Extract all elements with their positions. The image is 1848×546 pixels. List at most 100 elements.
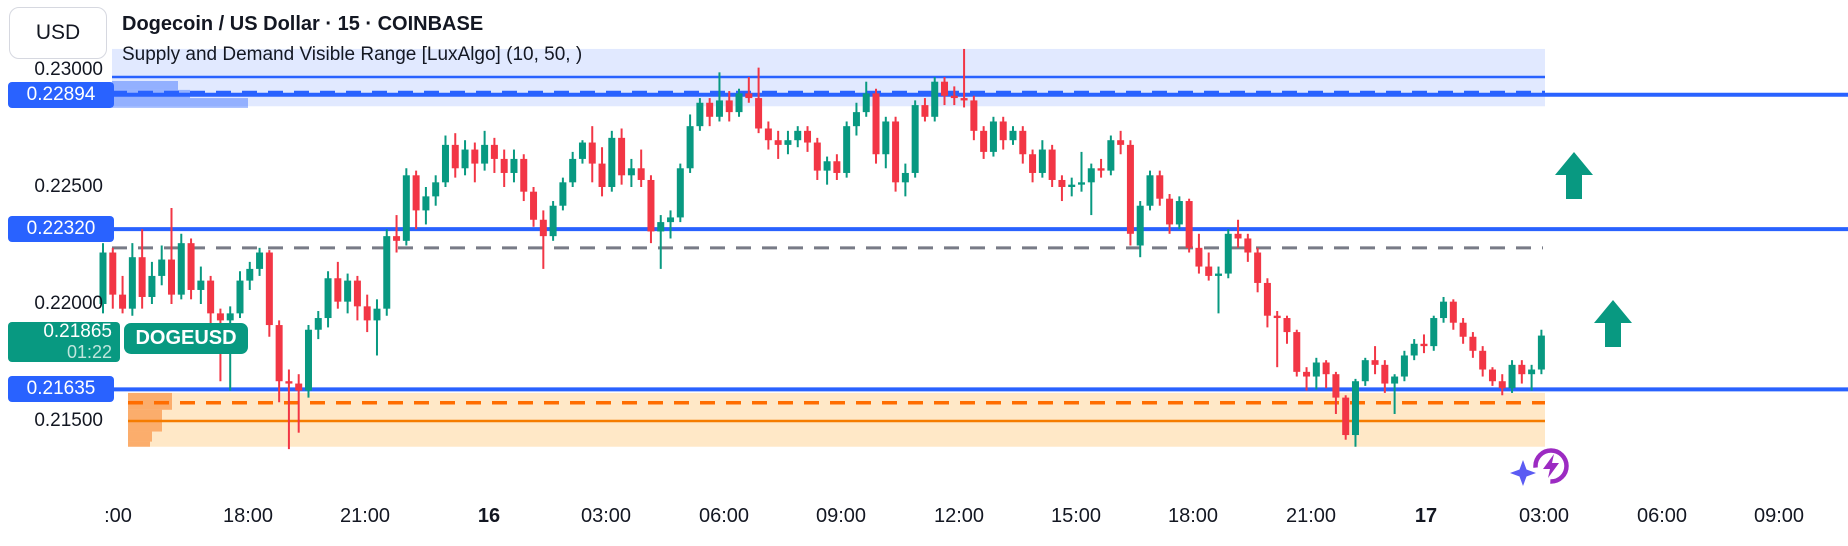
candle-body: [1420, 343, 1428, 347]
candle-body: [1263, 282, 1271, 316]
time-axis-label: 21:00: [339, 505, 391, 527]
candle-body: [715, 100, 723, 117]
time-axis-label: 16: [477, 505, 501, 527]
candle-body: [314, 318, 322, 330]
candle-body: [1410, 343, 1418, 356]
candle-body: [862, 93, 870, 113]
candle-body: [324, 278, 332, 319]
candle-body: [148, 275, 156, 297]
supply-profile-bar: [112, 80, 178, 90]
candle-body: [980, 130, 988, 152]
lightning-bolt-icon: [1543, 454, 1559, 478]
candle-body: [755, 98, 763, 129]
candle-body: [931, 81, 939, 117]
price-badge-22894-label: 0.22894: [26, 83, 96, 105]
candle-countdown: 01:22: [66, 341, 112, 362]
candle-body: [1400, 355, 1408, 377]
candle-body: [1381, 364, 1389, 384]
candle-body: [960, 98, 968, 101]
currency-toggle-button[interactable]: USD: [9, 7, 107, 59]
currency-toggle-label: USD: [35, 21, 81, 44]
time-axis-label: 09:00: [815, 505, 867, 527]
demand-profile-bar: [128, 431, 152, 442]
candle-body: [696, 102, 704, 127]
candle-body: [1371, 360, 1379, 365]
candle-body: [1459, 322, 1467, 337]
candle-body: [549, 205, 557, 237]
candle-body: [530, 191, 538, 220]
candle-body: [167, 259, 175, 295]
candle-body: [412, 175, 420, 211]
candle-body: [1469, 336, 1477, 351]
candle-body: [236, 280, 244, 314]
candle-body: [1166, 198, 1174, 225]
candle-body: [1244, 238, 1252, 253]
price-axis-label: 0.23000: [34, 59, 103, 80]
candle-body: [1342, 397, 1350, 436]
candle-body: [187, 243, 195, 290]
candle-body: [882, 121, 890, 155]
candle-body: [275, 325, 283, 382]
candle-body: [872, 93, 880, 155]
time-axis-label: :00: [104, 505, 132, 527]
symbol-badge-label: DOGEUSD: [135, 326, 237, 349]
price-axis-label: 0.22000: [34, 293, 103, 314]
candle-body: [344, 280, 352, 302]
candle-body: [451, 144, 459, 169]
symbol-legend-title[interactable]: Dogecoin / US Dollar · 15 · COINBASE: [122, 13, 484, 35]
candle-body: [1332, 374, 1340, 398]
candle-body: [334, 278, 342, 302]
candle-body: [647, 179, 655, 232]
demand-profile-bar: [128, 441, 150, 447]
candle-body: [500, 158, 508, 173]
candle-body: [1391, 376, 1399, 384]
indicator-legend-title[interactable]: Supply and Demand Visible Range [LuxAlgo…: [122, 44, 583, 65]
candle-body: [304, 329, 312, 391]
candle-body: [921, 105, 929, 117]
price-axis-label: 0.22500: [34, 176, 103, 197]
candle-body: [1146, 175, 1154, 206]
candle-body: [383, 236, 391, 309]
candle-body: [1048, 149, 1056, 180]
candle-body: [686, 126, 694, 169]
candle-body: [481, 144, 489, 164]
candle-body: [852, 112, 860, 127]
candle-body: [432, 182, 440, 197]
up-arrow-1[interactable]: [1555, 152, 1593, 199]
candle-body: [539, 219, 547, 237]
candle-body: [1097, 168, 1105, 171]
candle-body: [813, 142, 821, 171]
candle-body: [1479, 350, 1487, 370]
candle-body: [667, 217, 675, 223]
candle-body: [676, 168, 684, 218]
candle-body: [1068, 184, 1076, 187]
candle-body: [1117, 140, 1125, 145]
candle-body: [207, 280, 215, 314]
time-axis-label: 18:00: [1167, 505, 1219, 527]
candle-body: [843, 126, 851, 173]
candle-body: [725, 100, 733, 113]
symbol-badge: DOGEUSD: [124, 322, 248, 354]
candle-body: [1351, 381, 1359, 436]
candle-body: [1156, 175, 1164, 199]
price-badge-22320: 0.22320: [8, 216, 114, 243]
candle-body: [422, 196, 430, 211]
candle-body: [745, 93, 753, 99]
candle-body: [657, 222, 665, 232]
candle-body: [823, 161, 831, 171]
up-arrow-2[interactable]: [1594, 300, 1632, 347]
candle-body: [1107, 140, 1115, 171]
candle-body: [373, 308, 381, 321]
candle-body: [1136, 205, 1144, 246]
price-badge-22894: 0.22894: [8, 81, 114, 108]
candle-body: [794, 130, 802, 141]
candle-body: [353, 280, 361, 307]
time-axis-label: 21:00: [1285, 505, 1337, 527]
candle-body: [1508, 364, 1516, 389]
candle-body: [1175, 201, 1183, 225]
candle-body: [1440, 301, 1448, 319]
candle-body: [1087, 168, 1095, 183]
flash-circle-icon[interactable]: [1533, 448, 1569, 484]
candle-body: [197, 280, 205, 290]
